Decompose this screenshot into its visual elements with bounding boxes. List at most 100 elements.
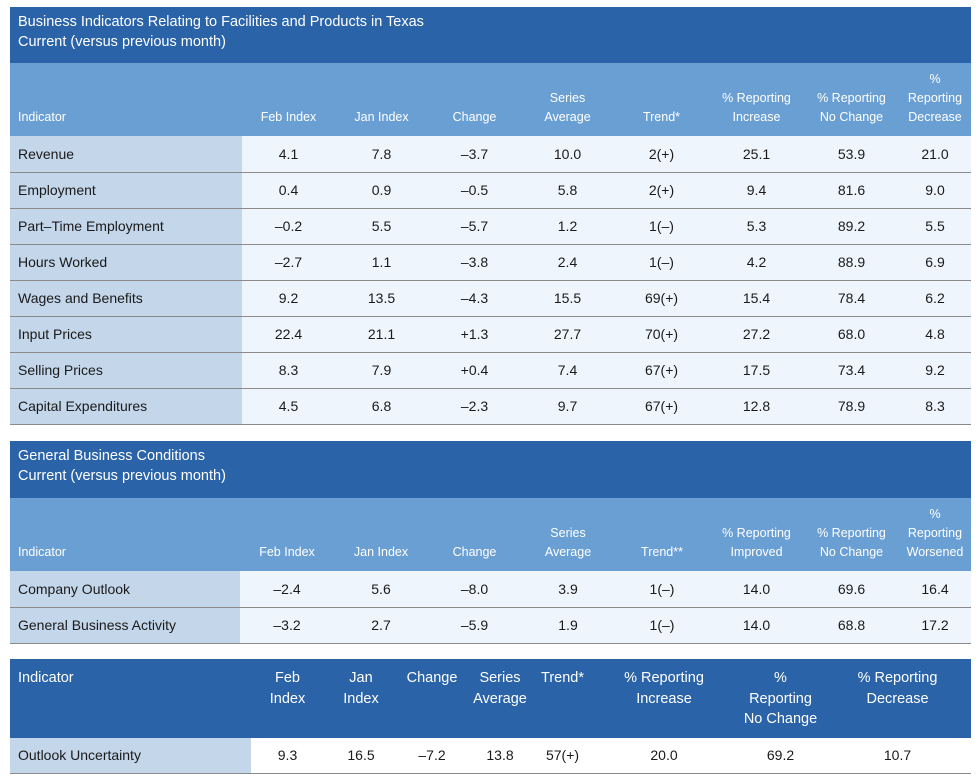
header-text: No Change [819,545,884,559]
cell-trend: 2(+) [614,172,709,209]
cell-jan-index: 6.8 [335,388,428,425]
outlook-uncertainty-table: Indicator Feb Index Jan Index Change Series Ave… [10,659,971,774]
cell-series-average: 7.4 [521,352,614,389]
cell-reporting-increase: 12.8 [709,388,804,425]
cell-reporting-decrease: 21.0 [899,136,971,173]
column-header-change: Change [398,659,466,738]
header-text: Series [550,526,586,540]
header-text: Improved [730,545,783,559]
cell-reporting-increase: 15.4 [709,280,804,317]
cell-reporting-increase: 27.2 [709,316,804,353]
header-text: Average [544,545,592,559]
column-header-reporting-no-change: % Reporting No Change [737,659,824,738]
cell-series-average: 3.9 [521,571,615,608]
cell-feb-index: 4.1 [242,136,335,173]
column-header-indicator: Indicator [10,659,251,738]
cell-trend: 1(–) [614,244,709,281]
outlook-uncertainty-section: Indicator Feb Index Jan Index Change Series Ave… [10,659,971,774]
header-text: Increase [732,110,781,124]
cell-jan-index: 16.5 [324,738,398,774]
cell-reporting-increase: 20.0 [591,738,737,774]
header-text: Indicator [18,545,66,559]
indicator-name: Outlook Uncertainty [10,738,251,774]
cell-reporting-decrease: 4.8 [899,316,971,353]
header-row: Indicator Feb Index Jan Index Change Series Ave… [10,659,971,738]
cell-reporting-decrease: 9.2 [899,352,971,389]
header-text: % [774,670,787,686]
cell-feb-index: 0.4 [242,172,335,209]
cell-series-average: 9.7 [521,388,614,425]
cell-reporting-no-change: 78.4 [804,280,899,317]
general-business-conditions-table: Indicator Feb Index Jan Index Change Series A… [10,498,971,644]
indicator-name: Selling Prices [10,352,242,389]
cell-reporting-no-change: 68.8 [804,607,899,644]
header-text: % [929,72,941,86]
cell-jan-index: 7.8 [335,136,428,173]
column-header-reporting-improved: % Reporting Improved [709,498,804,571]
cell-series-average: 27.7 [521,316,614,353]
header-text: No Change [743,711,818,727]
header-text: Series [549,91,586,105]
table-row-outlook-uncertainty: Outlook Uncertainty 9.3 16.5 –7.2 13.8 57(+) 2… [10,738,971,774]
table-row-selling-prices: Selling Prices 8.3 7.9 +0.4 7.4 67(+) 17.5 73.4… [10,352,971,389]
cell-series-average: 2.4 [521,244,614,281]
table-row-employment: Employment 0.4 0.9 –0.5 5.8 2(+) 9.4 81.6 9.0 [10,172,971,209]
column-header-reporting-increase: % Reporting Increase [709,63,804,136]
table-row-company-outlook: Company Outlook –2.4 5.6 –8.0 3.9 1(–) 14.0 69.… [10,571,971,608]
table-row-revenue: Revenue 4.1 7.8 –3.7 10.0 2(+) 25.1 53.9 21.0 [10,136,971,173]
column-header-jan-index: Jan Index [324,659,398,738]
header-text: Jan Index [353,545,409,559]
header-text: Trend** [641,545,683,559]
cell-reporting-increase: 5.3 [709,208,804,245]
cell-reporting-decrease: 9.0 [899,172,971,209]
indicator-name: Company Outlook [10,571,240,608]
header-text: % Reporting [857,670,938,686]
cell-reporting-no-change: 89.2 [804,208,899,245]
header-text: Indicator [18,110,66,124]
column-header-reporting-worsened: % Reporting Worsened [899,498,971,571]
cell-jan-index: 5.6 [334,571,428,608]
cell-feb-index: 9.3 [251,738,324,774]
header-text: Change [452,110,497,124]
section-title-line1: General Business Conditions [18,448,205,464]
cell-feb-index: 22.4 [242,316,335,353]
cell-change: –8.0 [428,571,521,608]
header-text: Worsened [906,545,964,559]
table-row-wages-and-benefits: Wages and Benefits 9.2 13.5 –4.3 15.5 69(+) 15… [10,280,971,317]
cell-trend: 69(+) [614,280,709,317]
header-text: Increase [636,690,692,707]
column-header-trend: Trend* [534,659,591,738]
section-title-line1: Business Indicators Relating to Faciliti… [18,14,424,30]
cell-reporting-decrease: 10.7 [824,738,971,774]
cell-reporting-increase: 9.4 [709,172,804,209]
cell-reporting-no-change: 88.9 [804,244,899,281]
column-header-reporting-increase: % Reporting Increase [591,659,737,738]
cell-trend: 1(–) [615,607,709,644]
cell-series-average: 10.0 [521,136,614,173]
cell-trend: 67(+) [614,388,709,425]
cell-reporting-increase: 17.5 [709,352,804,389]
cell-series-average: 13.8 [466,738,534,774]
header-text: Series [479,670,521,686]
header-text: Feb Index [260,110,317,124]
column-header-indicator: Indicator [10,498,240,571]
cell-jan-index: 7.9 [335,352,428,389]
column-header-change: Change [428,63,521,136]
column-header-change: Change [428,498,521,571]
cell-reporting-worsened: 17.2 [899,607,971,644]
column-header-feb-index: Feb Index [240,498,334,571]
cell-jan-index: 1.1 [335,244,428,281]
table-row-capital-expenditures: Capital Expenditures 4.5 6.8 –2.3 9.7 67(+) 12… [10,388,971,425]
header-row: Indicator Feb Index Jan Index Change Series A… [10,498,971,571]
cell-feb-index: –3.2 [240,607,334,644]
cell-trend: 57(+) [534,738,591,774]
header-text: Trend* [541,670,584,686]
section-title-line2: Current (versus previous month) [18,468,226,484]
indicator-name: Revenue [10,136,242,173]
cell-change: –0.5 [428,172,521,209]
cell-change: –5.9 [428,607,521,644]
header-text: % Reporting [817,526,886,540]
header-text: Jan [349,670,373,686]
column-header-series-average: Series Average [466,659,534,738]
header-text: Decrease [866,690,929,707]
